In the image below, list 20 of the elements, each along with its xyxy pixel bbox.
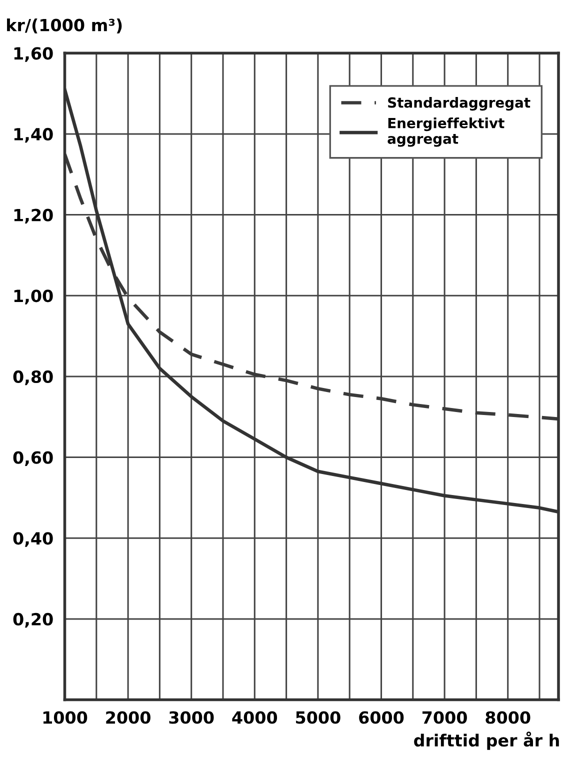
y-tick-label: 0,80 bbox=[13, 370, 53, 386]
y-tick-label: 1,60 bbox=[14, 47, 53, 62]
legend-label: Energieffektivt aggregat bbox=[388, 118, 504, 147]
x-tick-label: 5000 bbox=[296, 711, 340, 724]
y-tick-label: 0,60 bbox=[13, 451, 53, 466]
y-tick-label: 1,00 bbox=[14, 290, 53, 304]
x-tick-label: 8000 bbox=[486, 711, 530, 724]
x-tick-label: 6000 bbox=[359, 711, 404, 724]
x-tick-label: 2000 bbox=[106, 711, 150, 724]
y-axis-title: kr/(1000 m³) bbox=[7, 18, 122, 34]
x-tick-label: 3000 bbox=[169, 711, 214, 724]
x-tick-label: 7000 bbox=[422, 711, 467, 724]
y-tick-label: 1,40 bbox=[14, 128, 53, 143]
x-tick-label: 4000 bbox=[232, 711, 278, 724]
y-tick-label: 1,20 bbox=[14, 208, 53, 224]
x-tick-label: 1000 bbox=[43, 711, 88, 724]
y-tick-label: 0,20 bbox=[13, 612, 53, 628]
y-tick-label: 0,40 bbox=[13, 532, 53, 547]
legend-label: Standardaggregat bbox=[388, 97, 530, 111]
x-axis-title: drifttid per år h bbox=[414, 732, 559, 750]
